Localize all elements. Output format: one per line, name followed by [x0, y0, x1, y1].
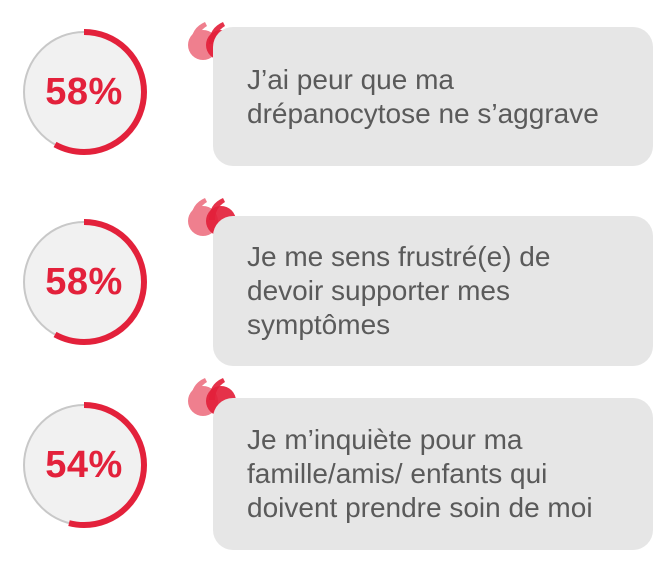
quote-bubble: Je m’inquiète pour ma famille/amis/ enfa… — [213, 398, 653, 550]
ring-progress-arc — [21, 219, 147, 345]
quote-text: Je me sens frustré(e) de devoir supporte… — [247, 241, 551, 340]
quote-bubble: Je me sens frustré(e) de devoir supporte… — [213, 216, 653, 366]
percent-ring: 54% — [10, 391, 158, 539]
quote-text: J’ai peur que ma drépanocytose ne s’aggr… — [247, 63, 599, 129]
percent-value: 54% — [45, 443, 123, 486]
percent-value: 58% — [45, 260, 123, 303]
ring-progress-arc — [21, 402, 147, 528]
percent-value: 58% — [45, 70, 123, 113]
percent-ring-graphic — [21, 29, 147, 155]
quote-bubble: J’ai peur que ma drépanocytose ne s’aggr… — [213, 27, 653, 166]
quote-text: Je m’inquiète pour ma famille/amis/ enfa… — [247, 424, 593, 523]
percent-ring: 58% — [10, 18, 158, 166]
percent-ring: 58% — [10, 208, 158, 356]
percent-ring-graphic — [21, 402, 147, 528]
ring-progress-arc — [21, 29, 147, 155]
percent-ring-graphic — [21, 219, 147, 345]
